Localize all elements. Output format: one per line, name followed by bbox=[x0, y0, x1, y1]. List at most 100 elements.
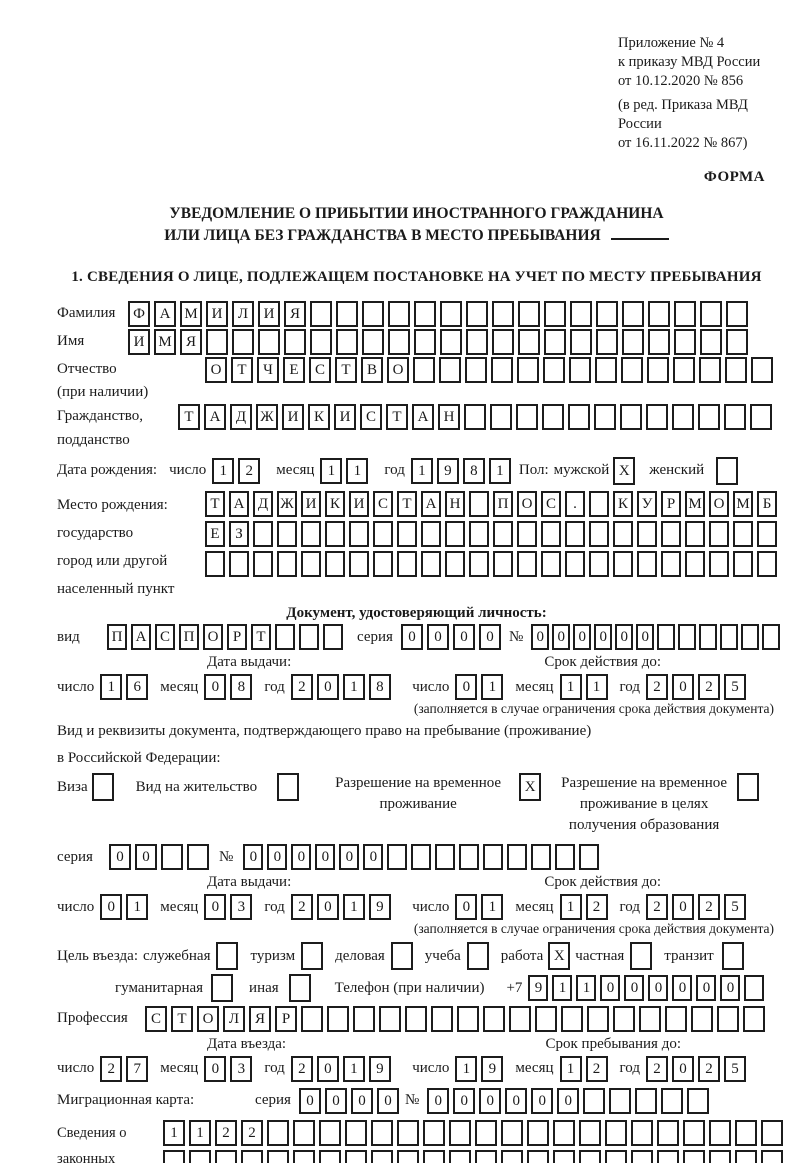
char-box[interactable]: 0 bbox=[452, 624, 475, 651]
char-box[interactable] bbox=[620, 403, 642, 430]
char-box[interactable] bbox=[490, 403, 512, 430]
char-box[interactable] bbox=[187, 844, 209, 871]
char-box[interactable] bbox=[345, 1119, 367, 1146]
char-box[interactable] bbox=[301, 550, 321, 577]
char-box[interactable]: С bbox=[360, 403, 382, 430]
char-box[interactable]: 0 bbox=[324, 1087, 347, 1114]
char-box[interactable] bbox=[465, 356, 487, 383]
char-box[interactable] bbox=[720, 624, 739, 651]
char-box[interactable]: Т bbox=[335, 356, 357, 383]
char-box[interactable] bbox=[570, 300, 592, 327]
char-box[interactable] bbox=[661, 550, 681, 577]
char-box[interactable]: А bbox=[154, 300, 176, 327]
char-box[interactable]: 9 bbox=[368, 894, 391, 921]
char-box[interactable] bbox=[449, 1119, 471, 1146]
char-box[interactable] bbox=[709, 1149, 731, 1163]
char-box[interactable]: Т bbox=[171, 1006, 193, 1032]
char-box[interactable] bbox=[733, 520, 753, 547]
char-box[interactable] bbox=[379, 1006, 401, 1032]
char-box[interactable] bbox=[685, 520, 705, 547]
char-box[interactable] bbox=[507, 844, 528, 871]
char-box[interactable] bbox=[635, 1087, 658, 1114]
char-box[interactable] bbox=[674, 300, 696, 327]
char-box[interactable]: Е bbox=[283, 356, 305, 383]
char-box[interactable] bbox=[709, 1119, 731, 1146]
char-box[interactable] bbox=[587, 1006, 609, 1032]
char-box[interactable]: 0 bbox=[573, 624, 592, 651]
char-box[interactable] bbox=[733, 550, 753, 577]
char-box[interactable] bbox=[319, 1119, 341, 1146]
char-box[interactable]: 9 bbox=[368, 1055, 391, 1082]
char-box[interactable]: 0 bbox=[531, 1087, 554, 1114]
char-box[interactable]: О bbox=[709, 490, 729, 517]
char-box[interactable] bbox=[544, 328, 566, 355]
char-box[interactable] bbox=[687, 1087, 710, 1114]
char-box[interactable]: 1 bbox=[342, 894, 365, 921]
char-box[interactable] bbox=[293, 1119, 315, 1146]
char-box[interactable]: Л bbox=[223, 1006, 245, 1032]
char-box[interactable]: 2 bbox=[290, 674, 313, 700]
char-box[interactable] bbox=[423, 1119, 445, 1146]
char-box[interactable] bbox=[757, 550, 777, 577]
char-box[interactable] bbox=[493, 550, 513, 577]
char-box[interactable]: 1 bbox=[163, 1119, 185, 1146]
purpose-humanitarian-checkbox[interactable] bbox=[211, 974, 234, 1002]
char-box[interactable] bbox=[541, 550, 561, 577]
char-box[interactable] bbox=[466, 300, 488, 327]
char-box[interactable] bbox=[483, 1006, 505, 1032]
char-box[interactable]: 2 bbox=[698, 894, 720, 921]
char-box[interactable] bbox=[589, 490, 609, 517]
char-box[interactable] bbox=[543, 356, 565, 383]
char-box[interactable] bbox=[535, 1006, 557, 1032]
char-box[interactable] bbox=[639, 1006, 661, 1032]
char-box[interactable]: 1 bbox=[559, 674, 582, 700]
char-box[interactable]: 1 bbox=[576, 975, 597, 1001]
char-box[interactable]: О bbox=[205, 356, 227, 383]
char-box[interactable] bbox=[579, 1149, 601, 1163]
char-box[interactable] bbox=[397, 520, 417, 547]
char-box[interactable] bbox=[421, 520, 441, 547]
char-box[interactable]: Л bbox=[232, 300, 254, 327]
char-box[interactable] bbox=[325, 520, 345, 547]
char-box[interactable] bbox=[215, 1149, 237, 1163]
char-box[interactable] bbox=[698, 403, 720, 430]
char-box[interactable]: 1 bbox=[559, 1055, 582, 1082]
char-box[interactable] bbox=[596, 300, 618, 327]
char-box[interactable]: 6 bbox=[126, 674, 149, 700]
char-box[interactable]: П bbox=[493, 490, 513, 517]
char-box[interactable] bbox=[371, 1119, 393, 1146]
char-box[interactable] bbox=[371, 1149, 393, 1163]
char-box[interactable] bbox=[579, 844, 600, 871]
char-box[interactable]: 9 bbox=[528, 975, 549, 1001]
char-box[interactable] bbox=[518, 328, 540, 355]
char-box[interactable]: 0 bbox=[426, 624, 449, 651]
char-box[interactable] bbox=[700, 328, 722, 355]
char-box[interactable] bbox=[241, 1149, 263, 1163]
char-box[interactable] bbox=[501, 1149, 523, 1163]
char-box[interactable] bbox=[299, 624, 319, 651]
char-box[interactable] bbox=[469, 550, 489, 577]
char-box[interactable]: 5 bbox=[724, 894, 746, 921]
char-box[interactable]: З bbox=[229, 520, 249, 547]
char-box[interactable] bbox=[579, 1119, 601, 1146]
char-box[interactable]: 0 bbox=[204, 1055, 227, 1082]
char-box[interactable]: Д bbox=[230, 403, 252, 430]
char-box[interactable]: 2 bbox=[241, 1119, 263, 1146]
purpose-tourism-checkbox[interactable] bbox=[301, 942, 324, 970]
char-box[interactable]: 0 bbox=[720, 975, 741, 1001]
char-box[interactable] bbox=[161, 844, 183, 871]
char-box[interactable] bbox=[492, 328, 514, 355]
char-box[interactable] bbox=[327, 1006, 349, 1032]
char-box[interactable]: 1 bbox=[100, 674, 123, 700]
char-box[interactable]: 8 bbox=[230, 674, 253, 700]
char-box[interactable] bbox=[683, 1119, 705, 1146]
char-box[interactable]: 1 bbox=[126, 894, 149, 921]
char-box[interactable]: 3 bbox=[230, 1055, 253, 1082]
char-box[interactable] bbox=[648, 328, 670, 355]
char-box[interactable]: Ф bbox=[128, 300, 150, 327]
char-box[interactable]: 1 bbox=[552, 975, 573, 1001]
char-box[interactable]: И bbox=[301, 490, 321, 517]
char-box[interactable]: И bbox=[128, 328, 150, 355]
char-box[interactable]: Б bbox=[757, 490, 777, 517]
char-box[interactable]: Н bbox=[445, 490, 465, 517]
